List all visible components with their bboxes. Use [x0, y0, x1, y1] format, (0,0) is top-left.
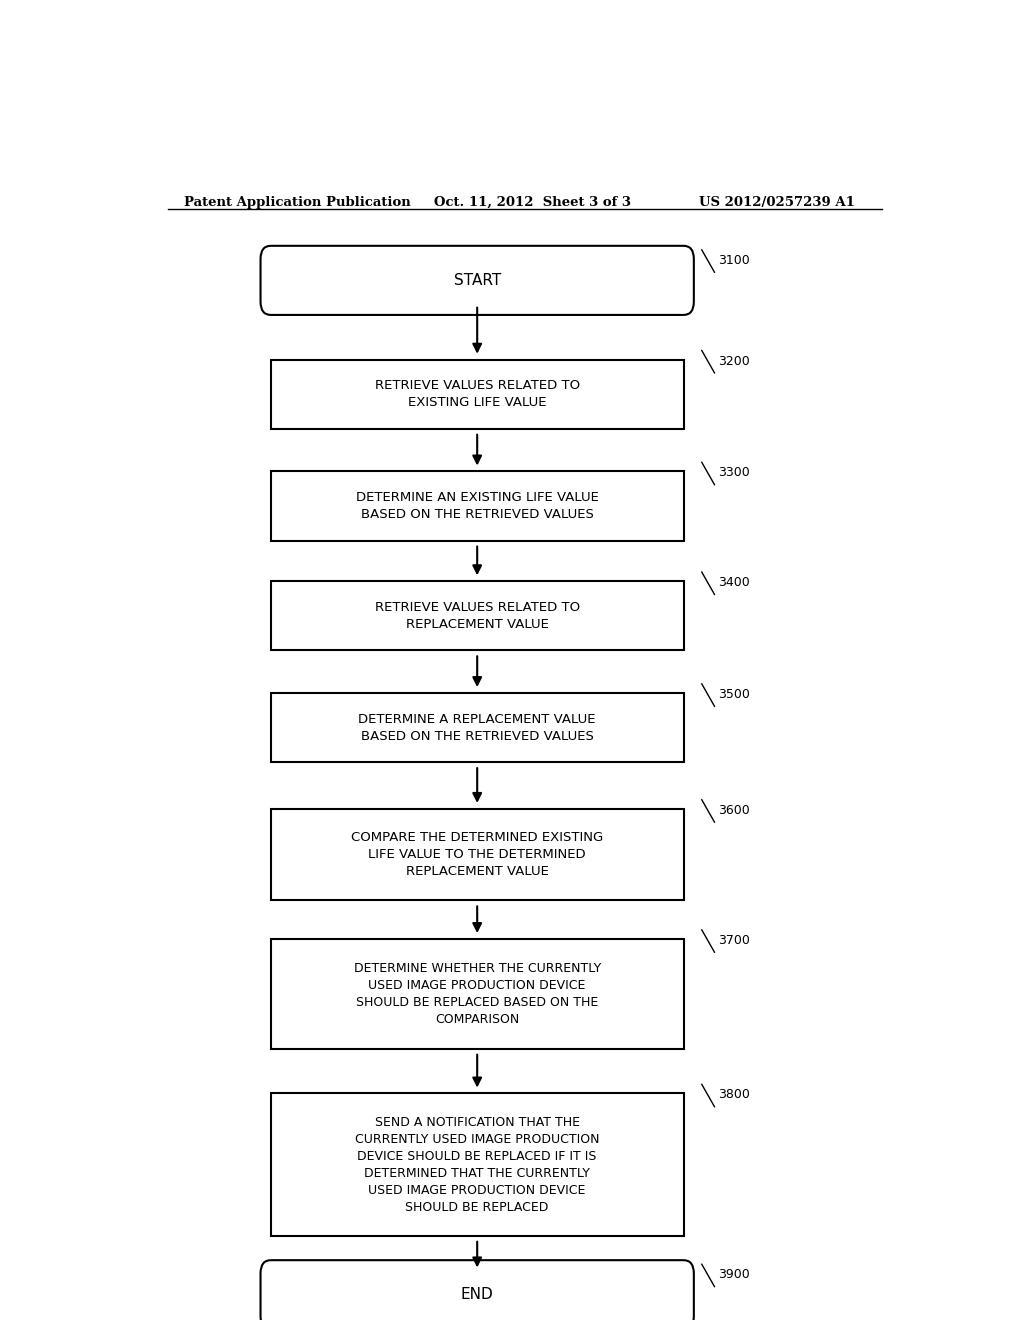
Text: Oct. 11, 2012  Sheet 3 of 3: Oct. 11, 2012 Sheet 3 of 3 — [433, 195, 631, 209]
Text: 3100: 3100 — [718, 253, 750, 267]
Text: DETERMINE AN EXISTING LIFE VALUE
BASED ON THE RETRIEVED VALUES: DETERMINE AN EXISTING LIFE VALUE BASED O… — [355, 491, 599, 521]
Text: RETRIEVE VALUES RELATED TO
REPLACEMENT VALUE: RETRIEVE VALUES RELATED TO REPLACEMENT V… — [375, 601, 580, 631]
Text: RETRIEVE VALUES RELATED TO
EXISTING LIFE VALUE: RETRIEVE VALUES RELATED TO EXISTING LIFE… — [375, 379, 580, 409]
Text: 3900: 3900 — [718, 1269, 750, 1282]
FancyBboxPatch shape — [270, 809, 684, 900]
FancyBboxPatch shape — [270, 471, 684, 541]
FancyBboxPatch shape — [270, 581, 684, 651]
FancyBboxPatch shape — [270, 359, 684, 429]
FancyBboxPatch shape — [260, 246, 694, 315]
Text: 3300: 3300 — [718, 466, 750, 479]
Text: 3500: 3500 — [718, 688, 750, 701]
Text: END: END — [461, 1287, 494, 1303]
FancyBboxPatch shape — [270, 1093, 684, 1236]
Text: 3600: 3600 — [718, 804, 750, 817]
FancyBboxPatch shape — [260, 1261, 694, 1320]
Text: 3700: 3700 — [718, 935, 750, 946]
Text: 3200: 3200 — [718, 355, 750, 367]
FancyBboxPatch shape — [270, 693, 684, 762]
Text: START: START — [454, 273, 501, 288]
Text: Patent Application Publication: Patent Application Publication — [183, 195, 411, 209]
Text: US 2012/0257239 A1: US 2012/0257239 A1 — [699, 195, 855, 209]
Text: SEND A NOTIFICATION THAT THE
CURRENTLY USED IMAGE PRODUCTION
DEVICE SHOULD BE RE: SEND A NOTIFICATION THAT THE CURRENTLY U… — [355, 1115, 599, 1213]
Text: 3400: 3400 — [718, 576, 750, 589]
Text: 3800: 3800 — [718, 1089, 750, 1101]
Text: DETERMINE WHETHER THE CURRENTLY
USED IMAGE PRODUCTION DEVICE
SHOULD BE REPLACED : DETERMINE WHETHER THE CURRENTLY USED IMA… — [353, 962, 601, 1026]
Text: DETERMINE A REPLACEMENT VALUE
BASED ON THE RETRIEVED VALUES: DETERMINE A REPLACEMENT VALUE BASED ON T… — [358, 713, 596, 743]
Text: COMPARE THE DETERMINED EXISTING
LIFE VALUE TO THE DETERMINED
REPLACEMENT VALUE: COMPARE THE DETERMINED EXISTING LIFE VAL… — [351, 832, 603, 878]
FancyBboxPatch shape — [270, 939, 684, 1049]
